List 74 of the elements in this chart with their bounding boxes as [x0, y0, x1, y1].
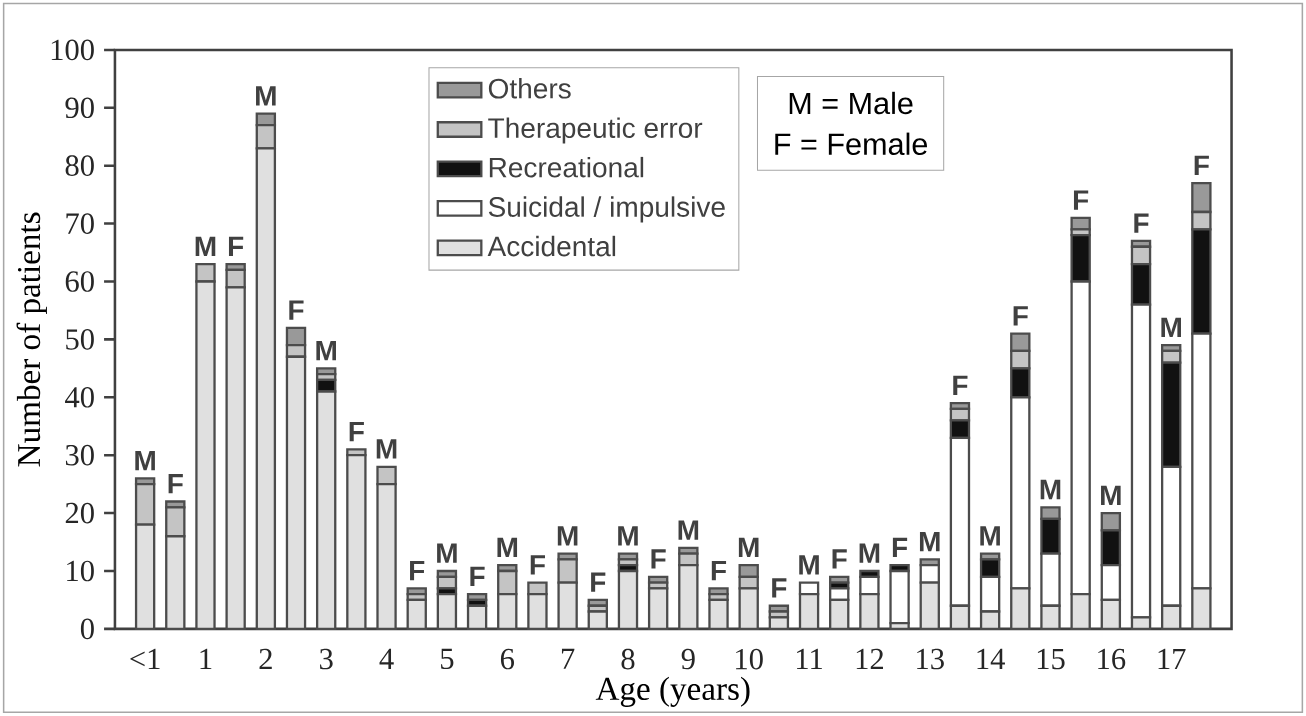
y-tick-label: 20 — [65, 502, 94, 524]
data-label: M — [437, 543, 457, 563]
annotation: F = Female — [775, 132, 927, 156]
data-label: M — [678, 520, 699, 540]
x-axis-title: Age (years) — [595, 676, 750, 707]
data-label: F — [1013, 306, 1028, 326]
legend-label: Recreational — [489, 156, 644, 178]
x-tick-label: 15 — [1037, 648, 1065, 670]
y-tick-label: 100 — [51, 39, 94, 61]
y-tick-label: 40 — [65, 386, 94, 408]
x-tick-label: <1 — [130, 648, 160, 669]
data-label: M — [256, 86, 276, 106]
data-label: F — [530, 555, 545, 575]
data-label: F — [470, 566, 485, 587]
data-label: F — [289, 300, 304, 320]
legend-label: Therapeutic error — [488, 117, 703, 144]
y-tick-label: 0 — [80, 618, 94, 640]
data-label: F — [892, 537, 908, 558]
data-label: M — [135, 450, 155, 471]
data-label: M — [376, 439, 397, 459]
y-tick-label: 80 — [65, 155, 94, 177]
data-label: F — [349, 421, 364, 442]
x-tick-label: 3 — [320, 648, 333, 670]
y-tick-label: 90 — [65, 97, 94, 119]
data-label: F — [772, 578, 787, 598]
y-tick-label: 70 — [66, 213, 94, 234]
annotation: M = Male — [789, 91, 913, 115]
x-tick-label: 7 — [561, 648, 575, 669]
data-label: F — [228, 236, 244, 256]
legend-label: Suicidal / impulsive — [488, 196, 725, 223]
data-label: F — [832, 549, 847, 569]
y-tick-label: 30 — [65, 444, 94, 466]
data-label: F — [591, 572, 606, 592]
y-tick-label: 60 — [65, 271, 94, 292]
data-label: F — [1073, 190, 1089, 210]
x-tick-label: 14 — [977, 648, 1005, 669]
x-tick-label: 13 — [917, 648, 944, 670]
x-tick-label: 16 — [1098, 648, 1126, 670]
x-tick-label: 5 — [441, 648, 454, 670]
data-label: M — [799, 555, 819, 575]
data-label: F — [651, 549, 666, 569]
data-label: M — [618, 526, 638, 546]
data-label: M — [1040, 479, 1061, 500]
x-tick-label: 6 — [500, 648, 515, 670]
x-tick-label: 8 — [621, 648, 635, 670]
data-label: F — [711, 560, 727, 581]
data-label: M — [1161, 317, 1181, 338]
legend-label: Others — [488, 78, 571, 99]
data-label: F — [168, 474, 183, 494]
data-label: M — [195, 236, 216, 256]
data-label: M — [497, 537, 518, 558]
x-tick-label: 11 — [797, 648, 822, 669]
data-label: F — [410, 560, 425, 581]
data-label: M — [316, 340, 336, 361]
data-label: M — [919, 531, 940, 552]
legend-label: Accidental — [487, 235, 616, 257]
data-label: M — [557, 526, 578, 546]
x-tick-label: 9 — [681, 648, 695, 670]
y-tick-label: 50 — [66, 329, 94, 350]
data-label: M — [980, 526, 1000, 546]
data-label: M — [859, 543, 880, 563]
x-tick-label: 4 — [379, 648, 394, 669]
data-label: F — [1194, 155, 1209, 175]
x-tick-label: 17 — [1158, 648, 1186, 669]
y-axis-title: Number of patients — [16, 212, 47, 467]
x-tick-label: 2 — [259, 648, 272, 670]
data-label: M — [1101, 485, 1121, 505]
data-label: M — [738, 537, 759, 558]
data-label: F — [1134, 213, 1149, 233]
x-tick-label: 1 — [200, 648, 212, 669]
y-tick-label: 10 — [67, 560, 94, 582]
x-tick-label: 10 — [736, 648, 763, 670]
data-label: F — [953, 375, 968, 395]
x-tick-label: 12 — [856, 648, 884, 670]
